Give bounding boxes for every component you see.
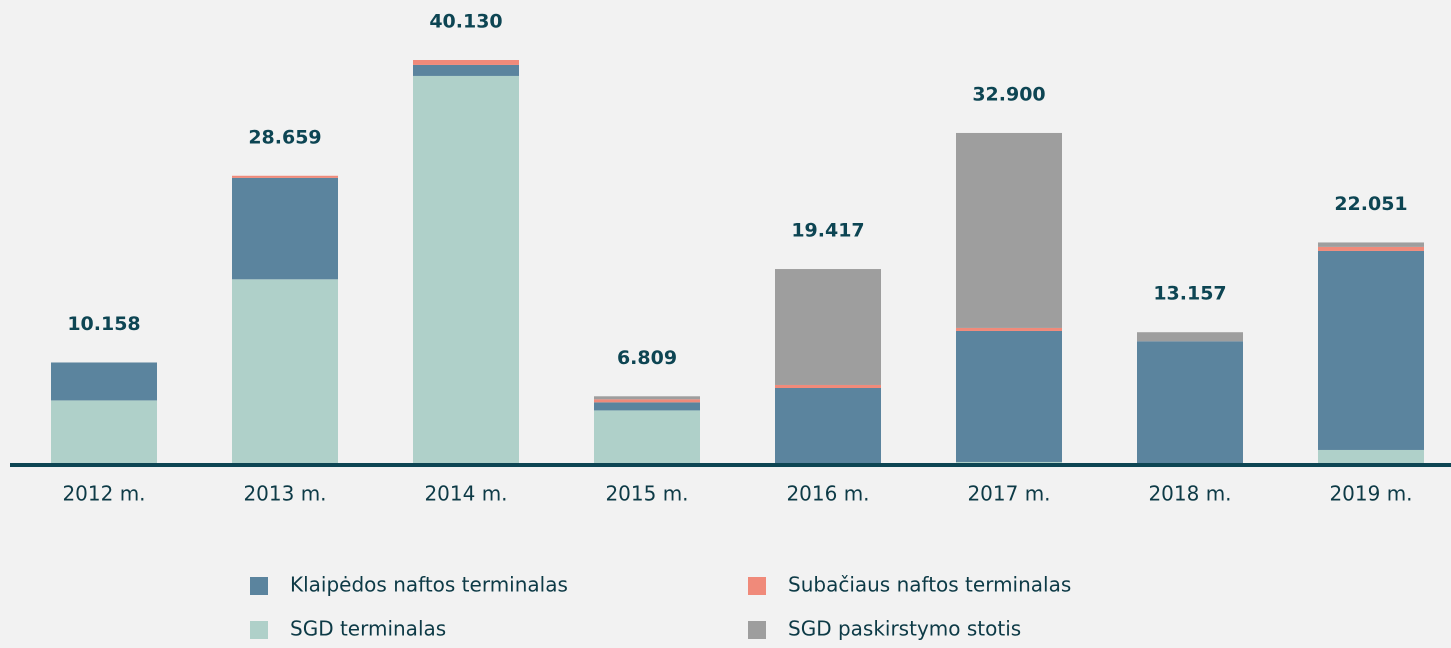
bar-segment bbox=[232, 175, 338, 178]
bar-segment bbox=[232, 279, 338, 465]
legend-swatch bbox=[748, 577, 766, 595]
bar-segment bbox=[1318, 449, 1424, 465]
legend-label: SGD terminalas bbox=[290, 617, 446, 641]
total-label: 10.158 bbox=[67, 313, 140, 335]
total-label: 22.051 bbox=[1334, 193, 1407, 215]
bar-segment bbox=[1318, 246, 1424, 251]
bar-segment bbox=[1137, 332, 1243, 342]
legend-swatch bbox=[748, 621, 766, 639]
legend-label: Klaipėdos naftos terminalas bbox=[290, 573, 568, 597]
bar-segment bbox=[413, 60, 519, 65]
bar-segment bbox=[775, 384, 881, 388]
legend-swatch bbox=[250, 621, 268, 639]
x-tick-label: 2016 m. bbox=[786, 482, 869, 506]
bar-segment bbox=[956, 330, 1062, 462]
legend-label: SGD paskirstymo stotis bbox=[788, 617, 1021, 641]
x-tick-label: 2018 m. bbox=[1148, 482, 1231, 506]
x-tick-label: 2013 m. bbox=[243, 482, 326, 506]
bar-segment bbox=[51, 400, 157, 465]
bar-segment bbox=[775, 387, 881, 465]
bar-segment bbox=[232, 177, 338, 280]
x-tick-label: 2014 m. bbox=[424, 482, 507, 506]
bar-segment bbox=[413, 64, 519, 76]
x-tick-label: 2012 m. bbox=[62, 482, 145, 506]
total-label: 32.900 bbox=[972, 83, 1045, 105]
total-label: 19.417 bbox=[791, 220, 864, 242]
bar-segment bbox=[1137, 341, 1243, 465]
x-tick-label: 2019 m. bbox=[1329, 482, 1412, 506]
total-label: 40.130 bbox=[429, 11, 502, 33]
total-label: 28.659 bbox=[248, 126, 321, 148]
bar-segment bbox=[1318, 242, 1424, 247]
bar-segment bbox=[594, 402, 700, 411]
bar-segment bbox=[594, 399, 700, 403]
bar-segment bbox=[1318, 250, 1424, 450]
bar-segment bbox=[594, 410, 700, 465]
legend-swatch bbox=[250, 577, 268, 595]
total-label: 13.157 bbox=[1153, 283, 1226, 305]
bar-segment bbox=[775, 269, 881, 385]
legend-label: Subačiaus naftos terminalas bbox=[788, 573, 1071, 597]
bar-segment bbox=[594, 396, 700, 400]
x-tick-label: 2017 m. bbox=[967, 482, 1050, 506]
bar-segment bbox=[413, 75, 519, 465]
bar-segment bbox=[956, 327, 1062, 331]
total-label: 6.809 bbox=[617, 347, 677, 369]
bar-segment bbox=[51, 362, 157, 401]
bar-segment bbox=[956, 132, 1062, 328]
x-tick-label: 2015 m. bbox=[605, 482, 688, 506]
